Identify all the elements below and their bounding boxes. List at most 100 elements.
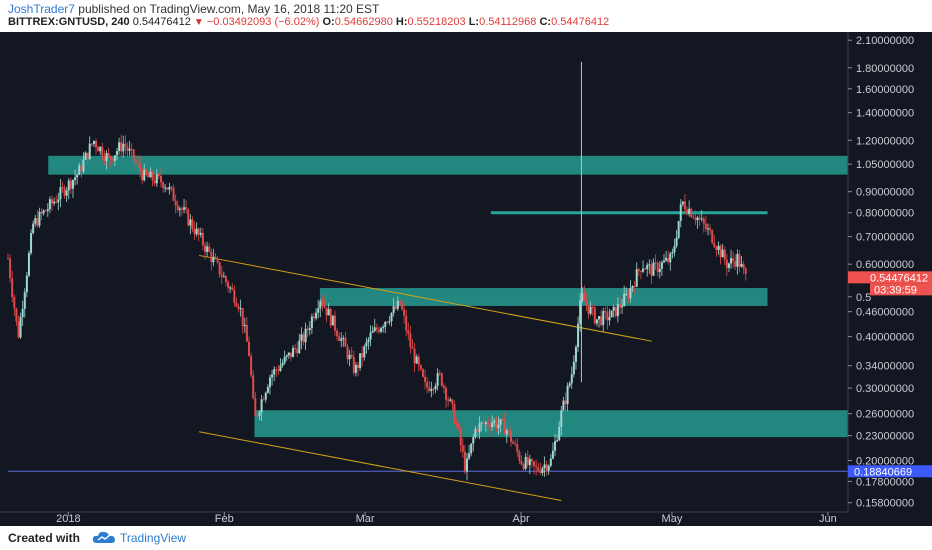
candle-body — [692, 216, 695, 218]
candle-body — [673, 246, 676, 253]
candle-body — [306, 328, 309, 331]
candle-body — [639, 271, 642, 273]
candle-body — [723, 249, 726, 260]
candle-body — [254, 398, 257, 416]
candle-body — [281, 362, 284, 366]
candle-body — [642, 268, 645, 272]
candle-body — [252, 375, 255, 399]
candle-body — [157, 174, 160, 176]
candle-body — [187, 209, 190, 226]
candle-body — [103, 156, 106, 162]
price-tick-label: 1.60000000 — [856, 84, 914, 96]
price-chart[interactable]: 2.10000000 1.80000000 1.60000000 1.40000000… — [0, 32, 932, 526]
candle-body — [461, 445, 464, 452]
candle-body — [375, 327, 378, 330]
candle-body — [214, 256, 217, 259]
zone-rect — [319, 288, 768, 306]
candle-body — [333, 315, 336, 331]
candle-body — [36, 218, 39, 226]
time-axis[interactable]: 2018 Feb Mar Apr May Jun — [0, 511, 932, 526]
candle-body — [440, 373, 443, 386]
candle-body — [206, 246, 209, 252]
candle-body — [694, 217, 697, 221]
candle-body — [409, 333, 412, 348]
candle-body — [264, 392, 267, 400]
candle-body — [134, 160, 137, 163]
candle-body — [717, 245, 720, 250]
candle-body — [566, 385, 569, 404]
candle-body — [153, 180, 156, 184]
candle-body — [32, 223, 35, 234]
candle-body — [570, 374, 573, 384]
price-tick-label: 1.05000000 — [856, 159, 914, 171]
price-tick-label: 1.80000000 — [856, 63, 914, 75]
candle-body — [556, 440, 559, 442]
candle-body — [472, 437, 475, 444]
candle-body — [233, 289, 236, 303]
candle-body — [451, 399, 454, 405]
candle-body — [65, 190, 68, 196]
candle-body — [696, 217, 699, 221]
candle-body — [455, 423, 458, 425]
candle-body — [317, 308, 320, 313]
candle-body — [185, 207, 188, 210]
candle-body — [208, 246, 211, 252]
candle-body — [738, 254, 741, 267]
candle-body — [398, 300, 401, 305]
open-value: 0.54662980 — [334, 16, 393, 28]
candle-body — [277, 370, 280, 372]
candle-body — [346, 346, 349, 360]
candle-body — [535, 465, 538, 468]
candle-body — [493, 420, 496, 423]
candle-body — [608, 317, 611, 321]
candle-body — [298, 340, 301, 354]
author-link[interactable]: JoshTrader7 — [8, 2, 75, 16]
candle-body — [505, 430, 508, 435]
candle-body — [7, 258, 9, 260]
candle-body — [183, 207, 186, 210]
candle-body — [686, 209, 689, 215]
candle-body — [725, 259, 728, 268]
candle-body — [113, 155, 116, 161]
candle-body — [300, 334, 303, 341]
candle-body — [19, 317, 22, 338]
candle-body — [595, 319, 598, 324]
candle-body — [371, 331, 374, 333]
candle-body — [361, 353, 364, 358]
candle-body — [245, 324, 248, 342]
candle-body — [560, 410, 563, 427]
hline-label-bg — [848, 465, 932, 478]
candle-body — [323, 305, 326, 308]
candle-body — [495, 420, 498, 429]
candle-body — [740, 263, 743, 267]
candle-body — [489, 425, 492, 427]
candle-body — [321, 301, 324, 306]
candle-body — [734, 261, 737, 267]
candle-body — [648, 264, 651, 266]
candle-body — [147, 174, 150, 178]
candle-body — [382, 326, 385, 329]
candle-body — [44, 210, 47, 212]
candle-body — [329, 309, 332, 326]
close-value: 0.54476412 — [551, 16, 610, 28]
candle-body — [222, 276, 225, 278]
candle-body — [279, 365, 282, 371]
candle-body — [268, 377, 271, 388]
candle-body — [491, 422, 494, 427]
candle-body — [417, 356, 420, 366]
candle-body — [543, 464, 546, 469]
footer: Created with TradingView — [0, 526, 932, 550]
candle-body — [721, 249, 724, 258]
candle-body — [168, 186, 171, 190]
candle-body — [652, 262, 655, 276]
tradingview-brand[interactable]: TradingView — [120, 531, 187, 545]
candle-body — [162, 182, 165, 188]
price-tick-label: 0.46000000 — [856, 307, 914, 319]
candle-body — [635, 269, 638, 287]
time-tick-label: Feb — [215, 513, 234, 525]
candle-body — [241, 308, 244, 327]
time-axis-bg — [0, 512, 932, 526]
candle-body — [126, 146, 129, 151]
last-price: 0.54476412 — [132, 16, 191, 28]
candle-body — [57, 199, 60, 203]
